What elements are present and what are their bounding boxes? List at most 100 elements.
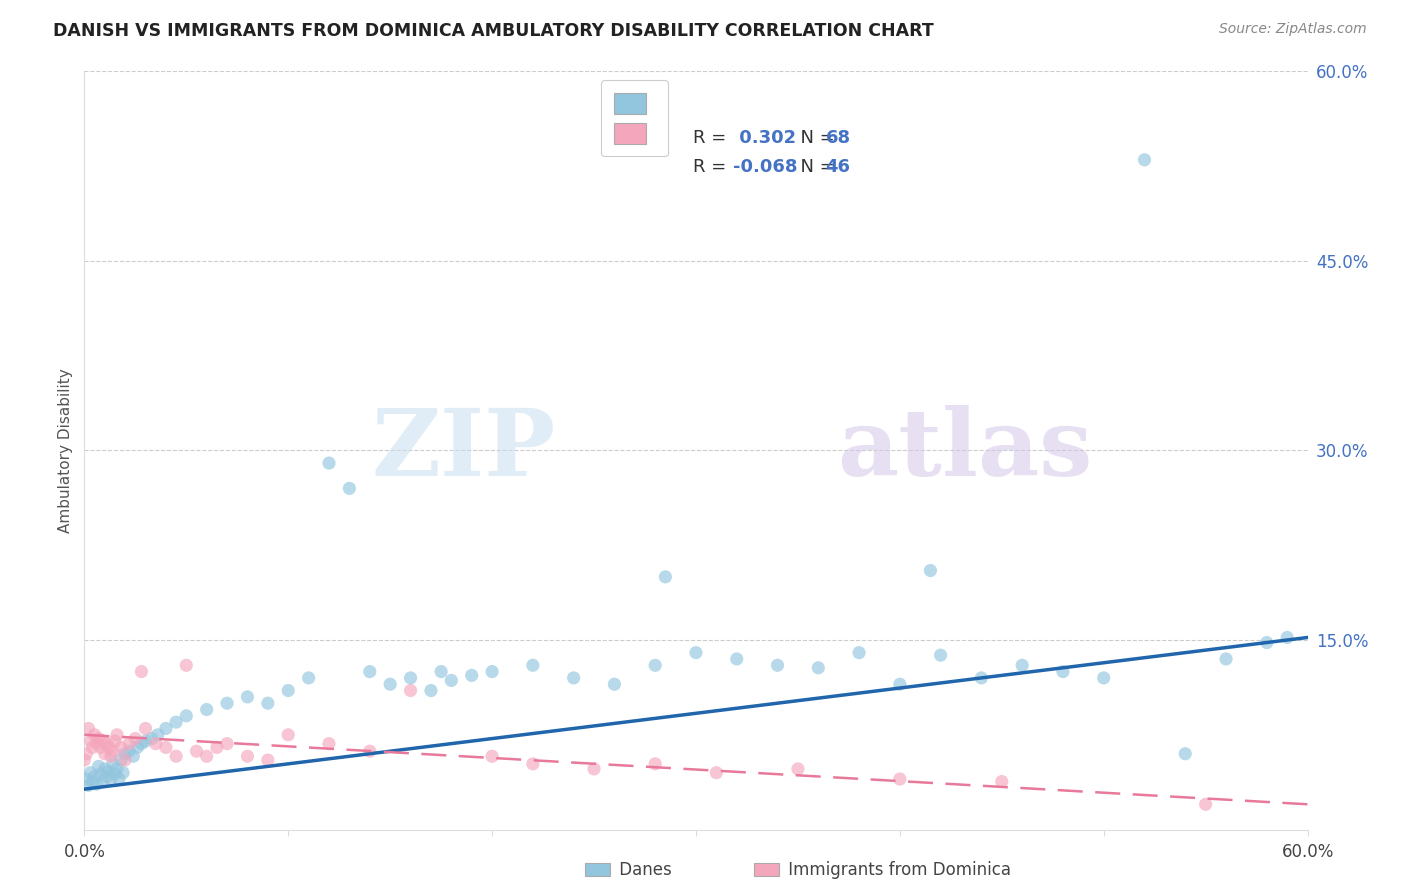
Text: ZIP: ZIP: [371, 406, 555, 495]
Text: Immigrants from Dominica: Immigrants from Dominica: [762, 861, 1011, 879]
Point: [79, 765, 101, 780]
Point: [603, 677, 626, 691]
Point: [93, 747, 115, 761]
Point: [1256, 635, 1278, 649]
Point: [991, 774, 1014, 789]
Point: [75, 772, 97, 786]
Point: [685, 646, 707, 660]
Point: [257, 696, 280, 710]
Point: [1133, 153, 1156, 167]
Text: atlas: atlas: [837, 406, 1092, 495]
Point: [359, 744, 381, 758]
Point: [481, 665, 503, 679]
Point: [644, 756, 666, 771]
Point: [110, 753, 132, 767]
Point: [644, 658, 666, 673]
Point: [430, 665, 453, 679]
Point: [155, 722, 177, 736]
Point: [105, 728, 128, 742]
Point: [135, 722, 157, 736]
Point: [236, 690, 259, 704]
Point: [93, 762, 115, 776]
Point: [1277, 631, 1299, 645]
Point: [114, 747, 136, 761]
Point: [100, 749, 122, 764]
Point: [127, 740, 149, 755]
Point: [339, 482, 361, 496]
Point: [461, 668, 484, 682]
Point: [970, 671, 993, 685]
Point: [920, 564, 942, 578]
Point: [848, 646, 870, 660]
Point: [766, 658, 789, 673]
Point: [104, 734, 127, 748]
Point: [100, 772, 122, 786]
Point: [83, 769, 105, 784]
Point: [118, 737, 141, 751]
Legend: , : ,: [600, 80, 668, 156]
Point: [380, 677, 402, 691]
Point: [87, 731, 110, 746]
Point: [165, 715, 187, 730]
Point: [277, 683, 299, 698]
Point: [359, 665, 381, 679]
Point: [186, 744, 208, 758]
Point: [110, 740, 132, 755]
Text: R =: R =: [693, 129, 733, 147]
Point: [889, 772, 911, 786]
Point: [195, 702, 218, 716]
Text: N =: N =: [789, 129, 841, 147]
Point: [174, 658, 197, 673]
Point: [146, 728, 169, 742]
Point: [105, 762, 128, 776]
Point: [654, 570, 676, 584]
Point: [141, 731, 163, 746]
Point: [91, 774, 114, 789]
Text: N =: N =: [789, 159, 841, 177]
Point: [73, 753, 96, 767]
Point: [124, 731, 146, 746]
Point: [131, 665, 153, 679]
Point: [522, 658, 544, 673]
Point: [135, 734, 157, 748]
Point: [77, 722, 100, 736]
Point: [145, 737, 167, 751]
Point: [101, 744, 124, 758]
Point: [929, 648, 952, 662]
Point: [174, 708, 197, 723]
Point: [399, 683, 422, 698]
Point: [889, 677, 911, 691]
Point: [90, 740, 112, 755]
Point: [562, 671, 585, 685]
Point: [318, 737, 340, 751]
Point: [82, 740, 104, 755]
Point: [86, 777, 108, 791]
Point: [87, 759, 110, 773]
Point: [82, 774, 104, 789]
Point: [101, 756, 124, 771]
Point: [91, 734, 114, 748]
Text: R =: R =: [693, 159, 733, 177]
Text: -0.068: -0.068: [733, 159, 797, 177]
Point: [108, 772, 131, 786]
Point: [725, 652, 748, 666]
Point: [298, 671, 321, 685]
Point: [77, 778, 100, 792]
Point: [318, 456, 340, 470]
Point: [112, 765, 135, 780]
Point: [83, 728, 105, 742]
Point: [522, 756, 544, 771]
Point: [90, 767, 112, 781]
Point: [1215, 652, 1237, 666]
Point: [104, 767, 127, 781]
Point: [217, 696, 239, 710]
Point: [807, 661, 830, 675]
Point: [118, 744, 141, 758]
Point: [96, 769, 118, 784]
Point: [236, 749, 259, 764]
Point: [706, 765, 728, 780]
Text: DANISH VS IMMIGRANTS FROM DOMINICA AMBULATORY DISABILITY CORRELATION CHART: DANISH VS IMMIGRANTS FROM DOMINICA AMBUL…: [53, 22, 934, 40]
Point: [1174, 747, 1197, 761]
Point: [217, 737, 239, 751]
Point: [1052, 665, 1074, 679]
